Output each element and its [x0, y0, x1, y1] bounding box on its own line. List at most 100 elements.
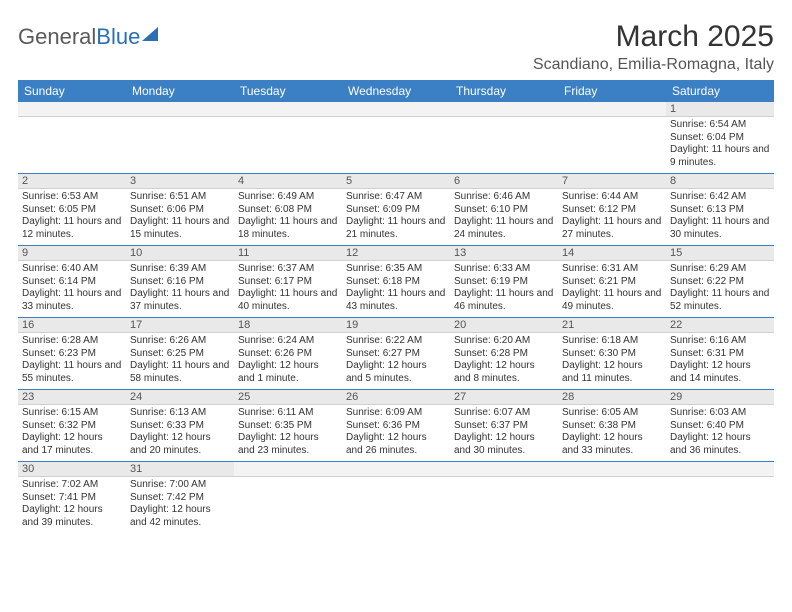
day-details: Sunrise: 6:37 AMSunset: 6:17 PMDaylight:…	[234, 261, 342, 317]
day-details: Sunrise: 6:11 AMSunset: 6:35 PMDaylight:…	[234, 405, 342, 461]
day-number: 27	[450, 390, 558, 405]
calendar-day-empty	[450, 462, 558, 534]
calendar-day: 5Sunrise: 6:47 AMSunset: 6:09 PMDaylight…	[342, 174, 450, 246]
day-number: 21	[558, 318, 666, 333]
day-number: 30	[18, 462, 126, 477]
calendar-day: 24Sunrise: 6:13 AMSunset: 6:33 PMDayligh…	[126, 390, 234, 462]
day-number: 3	[126, 174, 234, 189]
calendar-week: 30Sunrise: 7:02 AMSunset: 7:41 PMDayligh…	[18, 462, 774, 534]
calendar-day: 19Sunrise: 6:22 AMSunset: 6:27 PMDayligh…	[342, 318, 450, 390]
day-number: 20	[450, 318, 558, 333]
daylight-line: Daylight: 12 hours and 30 minutes.	[454, 432, 554, 457]
logo: GeneralBlue	[18, 24, 158, 50]
day-header-row: SundayMondayTuesdayWednesdayThursdayFrid…	[18, 80, 774, 102]
day-header: Wednesday	[342, 80, 450, 102]
day-number: 9	[18, 246, 126, 261]
sunset-line: Sunset: 6:05 PM	[22, 204, 122, 217]
daylight-line: Daylight: 12 hours and 23 minutes.	[238, 432, 338, 457]
day-header: Thursday	[450, 80, 558, 102]
sunset-line: Sunset: 6:25 PM	[130, 348, 230, 361]
calendar-day: 11Sunrise: 6:37 AMSunset: 6:17 PMDayligh…	[234, 246, 342, 318]
day-details: Sunrise: 6:51 AMSunset: 6:06 PMDaylight:…	[126, 189, 234, 245]
daylight-line: Daylight: 12 hours and 33 minutes.	[562, 432, 662, 457]
calendar-day-empty	[234, 102, 342, 174]
day-number: 7	[558, 174, 666, 189]
sunset-line: Sunset: 6:33 PM	[130, 420, 230, 433]
calendar-day: 17Sunrise: 6:26 AMSunset: 6:25 PMDayligh…	[126, 318, 234, 390]
sunrise-line: Sunrise: 6:47 AM	[346, 191, 446, 204]
sunset-line: Sunset: 6:30 PM	[562, 348, 662, 361]
day-details: Sunrise: 6:39 AMSunset: 6:16 PMDaylight:…	[126, 261, 234, 317]
calendar-day: 8Sunrise: 6:42 AMSunset: 6:13 PMDaylight…	[666, 174, 774, 246]
sunrise-line: Sunrise: 6:35 AM	[346, 263, 446, 276]
day-number: 10	[126, 246, 234, 261]
day-header: Tuesday	[234, 80, 342, 102]
calendar-week: 16Sunrise: 6:28 AMSunset: 6:23 PMDayligh…	[18, 318, 774, 390]
sunrise-line: Sunrise: 6:16 AM	[670, 335, 770, 348]
day-details: Sunrise: 6:22 AMSunset: 6:27 PMDaylight:…	[342, 333, 450, 389]
sunrise-line: Sunrise: 6:39 AM	[130, 263, 230, 276]
sunset-line: Sunset: 6:36 PM	[346, 420, 446, 433]
day-number: 19	[342, 318, 450, 333]
day-details: Sunrise: 6:15 AMSunset: 6:32 PMDaylight:…	[18, 405, 126, 461]
sunset-line: Sunset: 6:32 PM	[22, 420, 122, 433]
sunrise-line: Sunrise: 6:29 AM	[670, 263, 770, 276]
calendar-day: 6Sunrise: 6:46 AMSunset: 6:10 PMDaylight…	[450, 174, 558, 246]
calendar-day: 13Sunrise: 6:33 AMSunset: 6:19 PMDayligh…	[450, 246, 558, 318]
sunrise-line: Sunrise: 6:11 AM	[238, 407, 338, 420]
calendar-day: 30Sunrise: 7:02 AMSunset: 7:41 PMDayligh…	[18, 462, 126, 534]
calendar-day: 20Sunrise: 6:20 AMSunset: 6:28 PMDayligh…	[450, 318, 558, 390]
sunrise-line: Sunrise: 6:42 AM	[670, 191, 770, 204]
daylight-line: Daylight: 11 hours and 12 minutes.	[22, 216, 122, 241]
sunset-line: Sunset: 6:04 PM	[670, 132, 770, 145]
day-number: 2	[18, 174, 126, 189]
daylight-line: Daylight: 12 hours and 20 minutes.	[130, 432, 230, 457]
calendar-day-empty	[126, 102, 234, 174]
calendar-body: 1Sunrise: 6:54 AMSunset: 6:04 PMDaylight…	[18, 102, 774, 533]
day-number: 28	[558, 390, 666, 405]
day-number: 23	[18, 390, 126, 405]
sunrise-line: Sunrise: 6:05 AM	[562, 407, 662, 420]
day-details: Sunrise: 6:46 AMSunset: 6:10 PMDaylight:…	[450, 189, 558, 245]
sunrise-line: Sunrise: 6:20 AM	[454, 335, 554, 348]
day-details: Sunrise: 6:53 AMSunset: 6:05 PMDaylight:…	[18, 189, 126, 245]
day-details: Sunrise: 6:49 AMSunset: 6:08 PMDaylight:…	[234, 189, 342, 245]
calendar-day: 25Sunrise: 6:11 AMSunset: 6:35 PMDayligh…	[234, 390, 342, 462]
sunrise-line: Sunrise: 6:40 AM	[22, 263, 122, 276]
day-number: 22	[666, 318, 774, 333]
day-header: Sunday	[18, 80, 126, 102]
sunset-line: Sunset: 6:13 PM	[670, 204, 770, 217]
calendar-day: 16Sunrise: 6:28 AMSunset: 6:23 PMDayligh…	[18, 318, 126, 390]
sunset-line: Sunset: 6:10 PM	[454, 204, 554, 217]
sunset-line: Sunset: 7:42 PM	[130, 492, 230, 505]
day-number: 12	[342, 246, 450, 261]
day-details: Sunrise: 6:54 AMSunset: 6:04 PMDaylight:…	[666, 117, 774, 173]
day-number: 15	[666, 246, 774, 261]
sail-icon	[142, 27, 158, 41]
sunset-line: Sunset: 6:31 PM	[670, 348, 770, 361]
day-details: Sunrise: 6:44 AMSunset: 6:12 PMDaylight:…	[558, 189, 666, 245]
calendar-day-empty	[666, 462, 774, 534]
sunset-line: Sunset: 6:08 PM	[238, 204, 338, 217]
sunset-line: Sunset: 6:35 PM	[238, 420, 338, 433]
day-details: Sunrise: 6:07 AMSunset: 6:37 PMDaylight:…	[450, 405, 558, 461]
day-details: Sunrise: 6:33 AMSunset: 6:19 PMDaylight:…	[450, 261, 558, 317]
daylight-line: Daylight: 12 hours and 1 minute.	[238, 360, 338, 385]
daylight-line: Daylight: 11 hours and 18 minutes.	[238, 216, 338, 241]
day-details: Sunrise: 6:03 AMSunset: 6:40 PMDaylight:…	[666, 405, 774, 461]
day-number: 1	[666, 102, 774, 117]
day-details: Sunrise: 6:29 AMSunset: 6:22 PMDaylight:…	[666, 261, 774, 317]
daylight-line: Daylight: 11 hours and 33 minutes.	[22, 288, 122, 313]
day-details: Sunrise: 6:28 AMSunset: 6:23 PMDaylight:…	[18, 333, 126, 389]
daylight-line: Daylight: 11 hours and 43 minutes.	[346, 288, 446, 313]
header: GeneralBlue March 2025 Scandiano, Emilia…	[18, 20, 774, 74]
sunset-line: Sunset: 6:16 PM	[130, 276, 230, 289]
daylight-line: Daylight: 12 hours and 14 minutes.	[670, 360, 770, 385]
calendar-day-empty	[342, 462, 450, 534]
day-details: Sunrise: 6:13 AMSunset: 6:33 PMDaylight:…	[126, 405, 234, 461]
sunrise-line: Sunrise: 6:03 AM	[670, 407, 770, 420]
day-details: Sunrise: 6:05 AMSunset: 6:38 PMDaylight:…	[558, 405, 666, 461]
sunset-line: Sunset: 6:14 PM	[22, 276, 122, 289]
day-details: Sunrise: 6:16 AMSunset: 6:31 PMDaylight:…	[666, 333, 774, 389]
day-details: Sunrise: 6:18 AMSunset: 6:30 PMDaylight:…	[558, 333, 666, 389]
